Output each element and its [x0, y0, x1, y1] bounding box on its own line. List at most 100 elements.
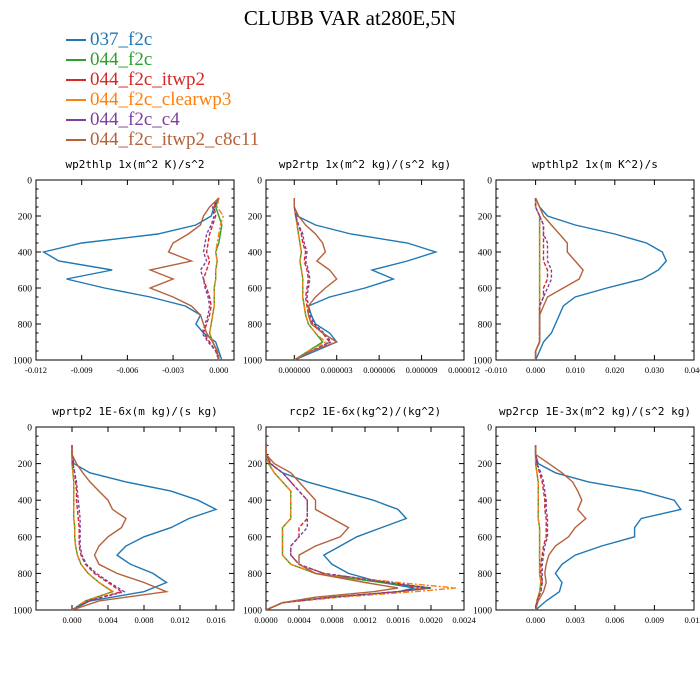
x-tick-label: 0.000: [209, 365, 228, 375]
x-tick-label: 0.003: [566, 615, 585, 625]
series-line-044_f2c_itwp2_c8c11: [534, 445, 587, 610]
x-tick-label: 0.0024: [452, 615, 476, 625]
x-tick-label: -0.009: [71, 365, 93, 375]
legend-item: 044_f2c: [66, 50, 259, 70]
y-tick-label: 1000: [13, 357, 32, 367]
series-line-037_f2c: [534, 445, 682, 610]
series-line-044_f2c_c4: [266, 445, 432, 610]
y-tick-label: 0: [27, 424, 32, 434]
y-tick-label: 1000: [473, 357, 492, 367]
series-line-044_f2c_c4: [199, 197, 220, 360]
legend-label: 037_f2c: [90, 29, 153, 50]
y-tick-label: 0: [27, 177, 32, 187]
y-tick-label: 200: [18, 460, 33, 470]
series-line-044_f2c_clearwp3: [208, 197, 225, 360]
x-tick-label: -0.012: [25, 365, 47, 375]
y-tick-label: 400: [248, 497, 263, 507]
series-line-044_f2c_clearwp3: [266, 445, 456, 610]
x-tick-label: 0.0020: [419, 615, 442, 625]
series-line-044_f2c_itwp2_c8c11: [147, 197, 220, 360]
series-line-044_f2c_clearwp3: [293, 198, 327, 360]
plot-frame: [35, 426, 235, 611]
y-tick-label: 0: [487, 177, 492, 187]
y-tick-label: 600: [248, 285, 263, 295]
x-tick-label: 0.030: [645, 365, 664, 375]
plot-frame: [265, 179, 465, 361]
x-tick-label: 0.0000: [254, 615, 277, 625]
series-line-044_f2c_itwp2_c8c11: [293, 198, 339, 360]
y-tick-label: 0: [257, 177, 262, 187]
legend-swatch: [66, 139, 86, 141]
series-line-037_f2c: [266, 445, 415, 610]
y-tick-label: 800: [18, 321, 33, 331]
x-tick-label: 0.004: [98, 615, 118, 625]
legend-label: 044_f2c: [90, 49, 153, 70]
y-tick-label: 400: [478, 497, 493, 507]
x-tick-label: 0.010: [566, 365, 585, 375]
x-tick-label: 0.0016: [386, 615, 409, 625]
y-tick-label: 1000: [243, 357, 262, 367]
legend-label: 044_f2c_itwp2_c8c11: [90, 129, 260, 150]
panel-title: wp2thlp 1x(m^2 K)/s^2: [65, 158, 204, 171]
series-line-044_f2c_clearwp3: [534, 445, 542, 610]
series-line-037_f2c: [71, 445, 218, 610]
legend-label: 044_f2c_itwp2: [90, 69, 206, 90]
x-tick-label: 0.000: [526, 615, 545, 625]
x-tick-label: -0.010: [485, 365, 507, 375]
x-tick-label: 0.000: [62, 615, 81, 625]
series-line-044_f2c_c4: [293, 198, 333, 360]
legend: 037_f2c 044_f2c 044_f2c_itwp2 044_f2c_clear…: [66, 30, 259, 150]
legend-item: 044_f2c_itwp2_c8c11: [66, 130, 259, 150]
y-tick-label: 800: [478, 321, 493, 331]
x-tick-label: 0.040: [684, 365, 700, 375]
legend-item: 044_f2c_c4: [66, 110, 259, 130]
y-tick-label: 800: [18, 570, 33, 580]
panel-title: wpthlp2 1x(m K^2)/s: [532, 158, 658, 171]
panel-title: rcp2 1E-6x(kg^2)/(kg^2): [289, 405, 441, 418]
x-tick-label: 0.006: [605, 615, 624, 625]
x-tick-label: 0.020: [605, 365, 624, 375]
x-tick-label: 0.000003: [321, 365, 353, 375]
plot-frame: [495, 426, 695, 611]
plot-frame: [495, 179, 695, 361]
y-tick-label: 400: [18, 497, 33, 507]
panel-title: wprtp2 1E-6x(m kg)/(s kg): [52, 405, 218, 418]
y-tick-label: 400: [18, 249, 33, 259]
y-tick-label: 400: [248, 249, 263, 259]
x-tick-label: 0.000000: [278, 365, 310, 375]
series-line-044_f2c_c4: [71, 445, 126, 610]
y-tick-label: 0: [257, 424, 262, 434]
x-tick-label: 0.000006: [363, 365, 395, 375]
x-tick-label: 0.012: [684, 615, 700, 625]
series-line-037_f2c: [293, 198, 439, 360]
y-tick-label: 1000: [473, 607, 492, 617]
y-tick-label: 200: [18, 213, 33, 223]
x-tick-label: 0.000: [526, 365, 545, 375]
legend-swatch: [66, 59, 86, 61]
legend-label: 044_f2c_clearwp3: [90, 89, 232, 110]
y-tick-label: 800: [248, 570, 263, 580]
legend-label: 044_f2c_c4: [90, 109, 180, 130]
series-line-044_f2c: [71, 445, 115, 610]
series-line-044_f2c_itwp2_c8c11: [71, 445, 170, 610]
x-tick-label: 0.009: [645, 615, 664, 625]
y-tick-label: 600: [478, 285, 493, 295]
y-tick-label: 600: [18, 285, 33, 295]
x-tick-label: 0.016: [206, 615, 225, 625]
x-tick-label: 0.000012: [448, 365, 480, 375]
legend-swatch: [66, 79, 86, 81]
y-tick-label: 200: [248, 213, 263, 223]
panel-title: wp2rtp 1x(m^2 kg)/(s^2 kg): [279, 158, 451, 171]
x-tick-label: 0.0008: [320, 615, 343, 625]
x-tick-label: -0.006: [116, 365, 138, 375]
x-tick-label: 0.0012: [353, 615, 376, 625]
x-tick-label: 0.000009: [406, 365, 438, 375]
legend-item: 037_f2c: [66, 30, 259, 50]
figure-title: CLUBB VAR at280E,5N: [243, 6, 457, 30]
series-line-044_f2c_itwp2_c8c11: [534, 197, 584, 360]
legend-swatch: [66, 119, 86, 121]
y-tick-label: 1000: [243, 607, 262, 617]
x-tick-label: -0.003: [162, 365, 184, 375]
legend-swatch: [66, 39, 86, 41]
